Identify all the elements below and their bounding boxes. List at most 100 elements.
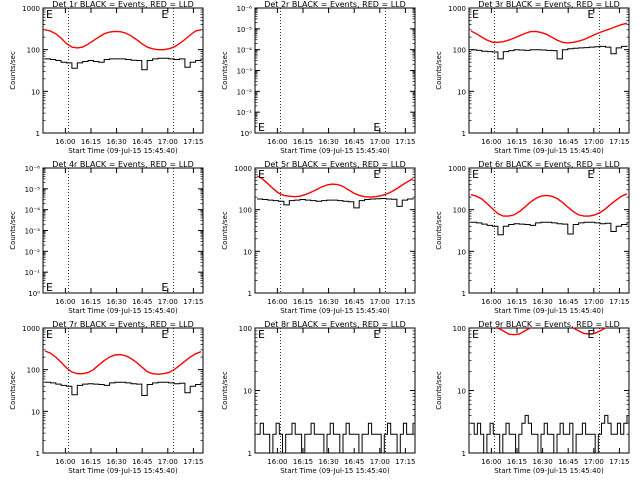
marker-e-left: E [46, 281, 53, 294]
panel-det-7: Det 7r BLACK = Events, RED = LLD 1000 100 1… [9, 320, 204, 475]
x-tick-label: 17:00 [158, 458, 178, 466]
x-axis-label: Start Time (09-Jul-15 15:45:40) [68, 307, 178, 315]
series-line-2 [471, 414, 628, 454]
x-tick-label: 16:45 [132, 138, 152, 146]
series-line-1 [44, 29, 202, 51]
y-tick-label: 10 [31, 408, 40, 416]
plot-frame [468, 167, 630, 294]
y-tick-label: 10⁻⁵ [237, 26, 253, 34]
y-tick-label: 100 [27, 47, 40, 55]
panel-det-6: Det 6r BLACK = Events, RED = LLD 1000 100 1… [435, 160, 630, 315]
x-tick-label: 17:00 [370, 458, 390, 466]
y-tick-label: 10 [243, 388, 252, 396]
marker-e-left: E [472, 328, 479, 341]
x-axis-label: Start Time (09-Jul-15 15:45:40) [280, 467, 390, 475]
series-line-2 [471, 45, 628, 60]
y-axis-label: Counts/sec [9, 51, 17, 90]
x-tick-label: 16:00 [481, 458, 501, 466]
marker-e-right: E [587, 328, 594, 341]
y-tick-label: 100 [27, 367, 40, 375]
y-tick-label: 1 [462, 290, 466, 298]
y-axis-label: Counts/sec [9, 211, 17, 250]
x-tick-label: 16:30 [319, 138, 339, 146]
y-tick-label: 10 [243, 248, 252, 256]
x-tick-label: 17:15 [183, 298, 203, 306]
y-tick-label: 100 [453, 47, 466, 55]
y-tick-label: 1000 [448, 5, 466, 13]
x-tick-label: 17:15 [183, 458, 203, 466]
panel-title: Det 3r BLACK = Events, RED = LLD [478, 0, 620, 9]
y-tick-label: 10 [457, 88, 466, 96]
y-tick-label: 1000 [448, 165, 466, 173]
panel-det-4: Det 4r BLACK = Events, RED = LLD 10⁻⁶ 10⁻⁵… [9, 160, 204, 315]
y-tick-label: 100 [239, 325, 252, 333]
x-tick-label: 16:15 [81, 298, 101, 306]
x-axis-label: Start Time (09-Jul-15 15:45:40) [494, 307, 604, 315]
panel-det-5: Det 5r BLACK = Events, RED = LLD 1000 100 1… [221, 160, 416, 315]
marker-e-left: E [258, 121, 265, 134]
series-line-1 [470, 193, 628, 217]
panel-det-8: Det 8r BLACK = Events, RED = LLD 100 10 1 Co… [221, 320, 416, 475]
y-tick-label: 10⁻⁴ [25, 207, 41, 215]
x-tick-label: 16:45 [132, 458, 152, 466]
panel-title: Det 7r BLACK = Events, RED = LLD [52, 320, 194, 329]
x-tick-label: 17:15 [609, 458, 629, 466]
x-axis-label: Start Time (09-Jul-15 15:45:40) [280, 307, 390, 315]
series-line-2 [45, 57, 202, 71]
y-tick-label: 1 [248, 450, 252, 458]
marker-e-right: E [161, 281, 168, 294]
y-tick-label: 100 [453, 207, 466, 215]
x-tick-label: 16:30 [319, 458, 339, 466]
x-tick-label: 16:30 [107, 298, 127, 306]
x-tick-label: 16:15 [293, 458, 313, 466]
x-tick-label: 17:15 [395, 138, 415, 146]
panel-title: Det 2r BLACK = Events, RED = LLD [264, 0, 406, 9]
x-tick-label: 16:00 [55, 458, 75, 466]
x-tick-label: 17:00 [370, 138, 390, 146]
series-line-1 [257, 422, 414, 454]
y-tick-label: 100 [453, 325, 466, 333]
panel-title: Det 5r BLACK = Events, RED = LLD [264, 160, 406, 169]
y-tick-label: 10⁻² [25, 248, 41, 256]
x-tick-label: 16:00 [481, 298, 501, 306]
y-tick-label: 10⁻² [237, 88, 253, 96]
series-line-2 [45, 381, 202, 396]
x-tick-label: 16:00 [267, 458, 287, 466]
x-tick-label: 16:15 [81, 138, 101, 146]
marker-e-right: E [587, 8, 594, 21]
y-tick-label: 10⁻¹ [237, 109, 253, 117]
y-tick-label: 10⁻⁵ [25, 186, 41, 194]
x-tick-label: 16:30 [533, 458, 553, 466]
plot-frame [468, 7, 630, 134]
x-axis-label: Start Time (09-Jul-15 15:45:40) [494, 147, 604, 155]
y-tick-label: 100 [239, 207, 252, 215]
y-tick-label: 10 [457, 248, 466, 256]
x-tick-label: 16:00 [55, 138, 75, 146]
y-tick-label: 1 [462, 130, 466, 138]
x-tick-label: 17:00 [584, 298, 604, 306]
x-tick-label: 16:15 [293, 298, 313, 306]
x-tick-label: 16:00 [267, 138, 287, 146]
x-tick-label: 16:15 [293, 138, 313, 146]
y-tick-label: 1000 [234, 165, 252, 173]
y-tick-label: 1000 [22, 325, 40, 333]
y-axis-label: Counts/sec [435, 371, 443, 410]
y-tick-label: 1 [36, 450, 40, 458]
panel-title: Det 6r BLACK = Events, RED = LLD [478, 160, 620, 169]
marker-e-right: E [161, 328, 168, 341]
x-axis-label: Start Time (09-Jul-15 15:45:40) [494, 467, 604, 475]
plot-frame [254, 167, 416, 294]
y-tick-label: 10 [31, 88, 40, 96]
x-tick-label: 16:45 [558, 298, 578, 306]
x-tick-label: 16:45 [558, 138, 578, 146]
y-tick-label: 10⁻⁴ [237, 47, 253, 55]
panel-det-1: Det 1r BLACK = Events, RED = LLD 1000 100 1… [9, 0, 204, 155]
x-tick-label: 17:00 [584, 138, 604, 146]
series-line-2 [257, 198, 414, 209]
x-tick-label: 17:15 [395, 298, 415, 306]
marker-e-left: E [46, 328, 53, 341]
x-tick-label: 16:15 [507, 458, 527, 466]
plot-frame [42, 327, 204, 454]
y-tick-label: 10⁰ [28, 290, 40, 298]
panel-title: Det 1r BLACK = Events, RED = LLD [52, 0, 194, 9]
